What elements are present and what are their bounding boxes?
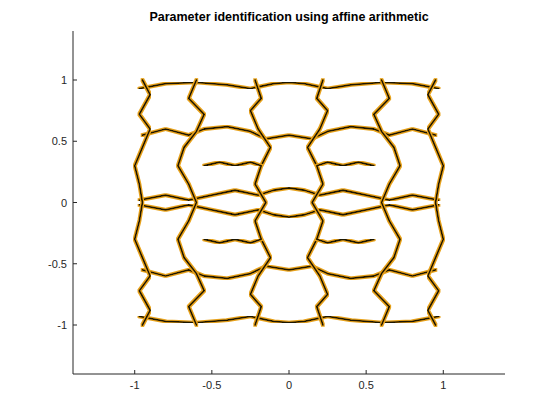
curve [178,80,204,325]
x-tick [366,370,367,374]
x-tick [134,370,135,374]
y-tick-label: 1 [61,74,67,86]
x-tick [211,370,212,374]
curve [139,316,438,322]
y-tick-label: 0.5 [52,135,67,147]
y-tick-label: -1 [57,319,67,331]
curve [374,80,400,325]
y-tick [73,263,77,264]
curve [139,188,438,200]
x-tick [443,370,444,374]
title: Parameter identification using affine ar… [149,10,428,24]
curve [204,162,261,166]
curve [428,80,443,325]
curve [142,266,435,278]
y-tick [73,141,77,142]
y-tick-label: -0.5 [48,258,67,270]
y-tick-label: 0 [61,197,67,209]
curve [135,80,150,325]
curve [204,239,261,243]
y-tick [73,202,77,203]
chart: Parameter identification using affine ar… [0,0,560,420]
plot-area [135,80,444,325]
curve [317,162,374,166]
curve [250,80,270,325]
y-tick [73,80,77,81]
y-tick [73,325,77,326]
x-tick-label: 0.5 [358,379,373,391]
curve [308,80,328,325]
x-tick-label: -0.5 [202,379,221,391]
curve [142,127,435,139]
x-tick-label: -1 [130,379,140,391]
curve [139,205,438,217]
x-tick-label: 0 [286,379,292,391]
x-tick-label: 1 [440,379,446,391]
curve [139,82,438,88]
curve [317,239,374,243]
x-tick [289,370,290,374]
